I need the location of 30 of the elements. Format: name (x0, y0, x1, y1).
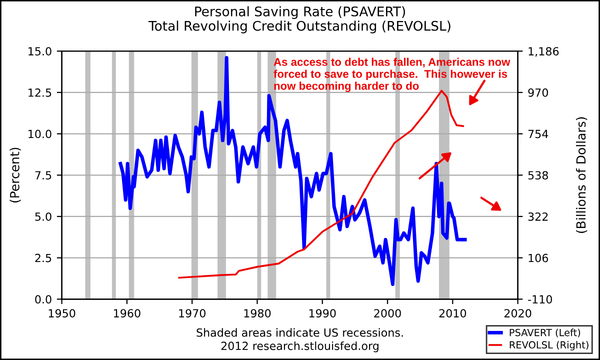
chart-subtitle: Total Revolving Credit Outstanding (REVOLSL) (148, 20, 450, 34)
x-tick-label: 1960 (114, 309, 140, 318)
x-tick-label: 1980 (244, 309, 271, 318)
legend-label: REVOLSL (Right) (510, 341, 588, 350)
y-tick-label: 15.0 (28, 47, 52, 56)
x-tick-label: 2010 (439, 309, 466, 318)
x-tick-label: 1970 (179, 309, 206, 318)
text: Shaded areas indicate US recessions. 2012 research.stlouisfed.org (196, 328, 403, 352)
x-tick-label: 1990 (309, 309, 336, 318)
y-tick-label: 5.0 (35, 212, 52, 221)
x-tick-label: 2000 (374, 309, 401, 318)
y2-tick-label: 106 (528, 254, 548, 262)
y2-tick-label: 1,186 (528, 47, 559, 57)
y2-tick-label: 970 (528, 88, 548, 97)
y-tick-label: 2.5 (35, 254, 52, 262)
y-tick-label: 0.0 (35, 295, 52, 304)
y2-tick-label: 538 (528, 171, 548, 180)
chart-title: Personal Saving Rate (PSAVERT) (195, 6, 406, 19)
y2-tick-label: 322 (528, 212, 548, 221)
x-tick-label: 1950 (48, 309, 76, 318)
y-tick-label: 12.5 (28, 88, 52, 97)
x-tick-label: 2020 (504, 309, 532, 318)
y-axis-title: (Percent) (10, 148, 21, 202)
y2-tick-label: 754 (528, 130, 548, 138)
y2-tick-label: -110 (528, 295, 552, 304)
y-tick-label: 7.5 (35, 171, 52, 180)
y2-axis-title: (Billions of Dollars) (576, 117, 588, 233)
annotation: As access to debt has fallen, Americans now forced to save to purchase. This however is now becoming harder to do (274, 58, 510, 92)
legend-label: PSAVERT (Left) (510, 328, 580, 338)
y-tick-label: 10.0 (28, 130, 52, 138)
